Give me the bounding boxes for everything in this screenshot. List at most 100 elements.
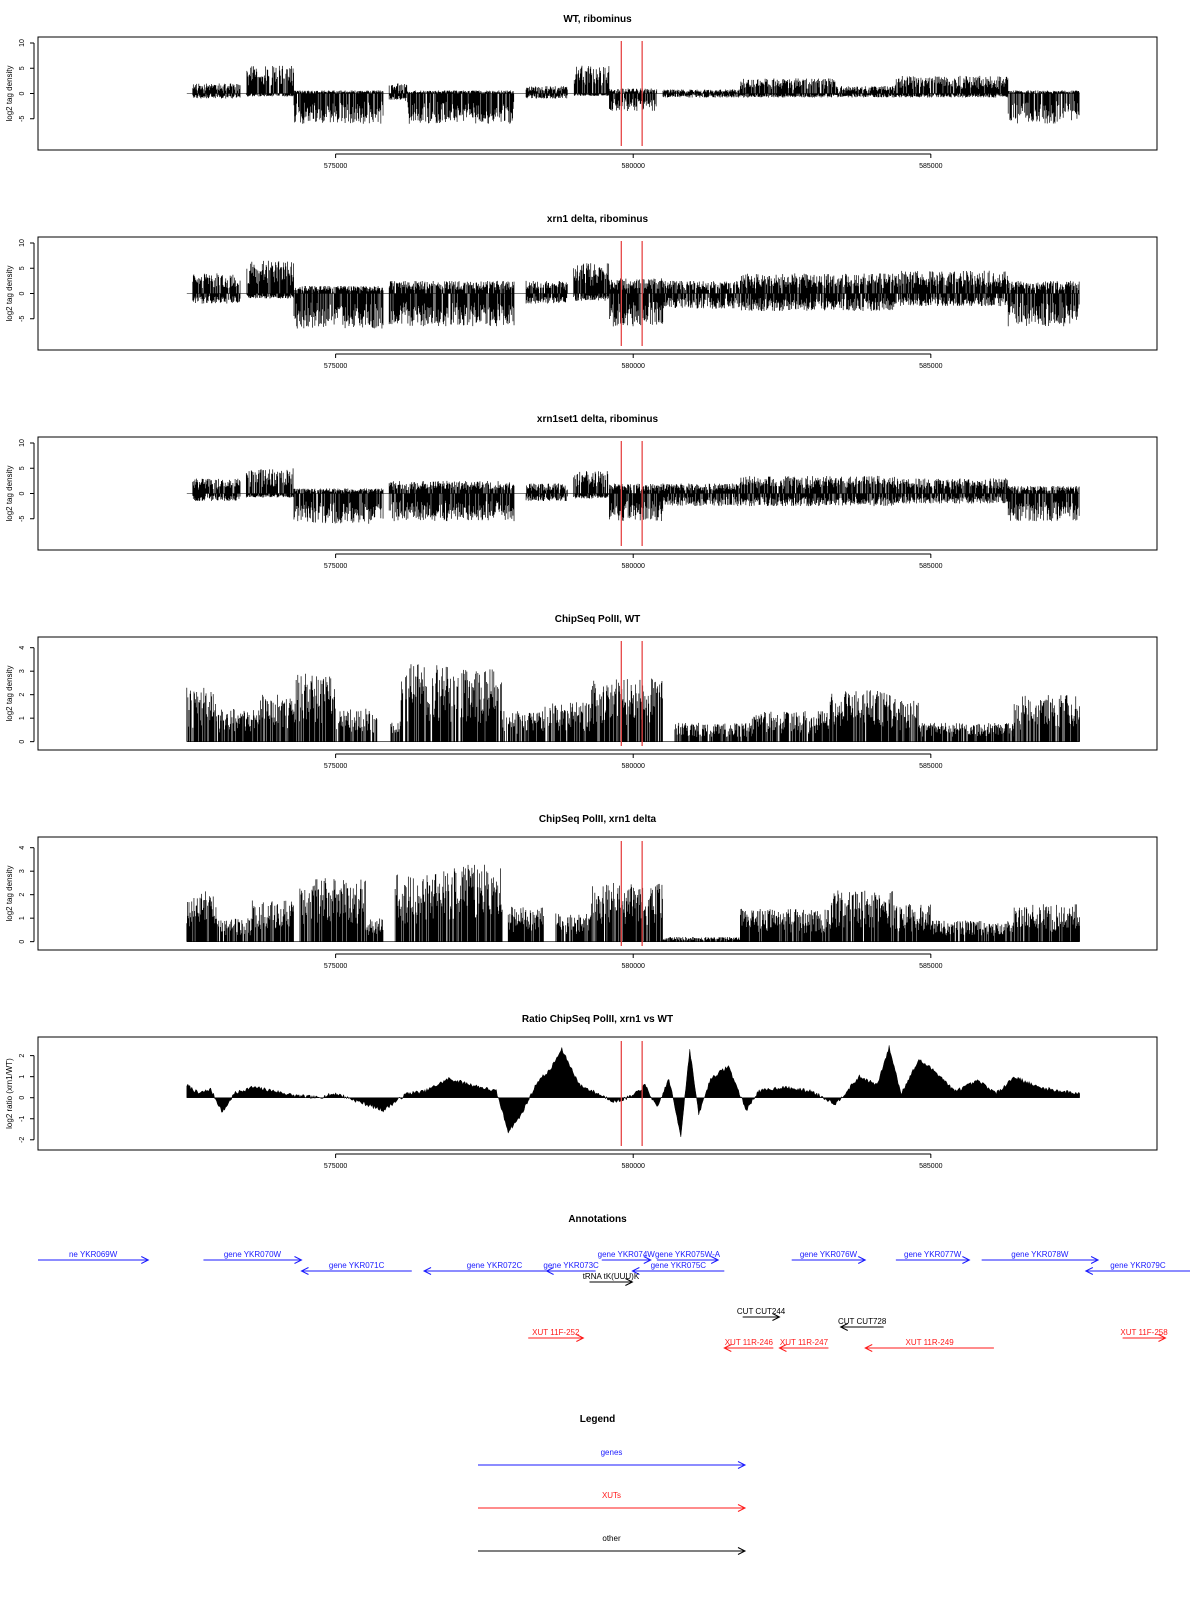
data-bar-segment [894, 700, 920, 742]
annotation-xut: XUT 11R-249 [864, 1338, 994, 1352]
annotation-arrowhead [839, 1323, 848, 1331]
data-bar-segment [216, 918, 253, 942]
legend-arrowhead [737, 1547, 747, 1555]
data-bar-segment [293, 90, 384, 124]
annotation-label: XUT 11F-252 [532, 1328, 580, 1337]
y-tick-label: 2 [19, 693, 26, 697]
data-bar-segment [1007, 90, 1080, 124]
annotation-arrowhead [545, 1267, 554, 1275]
x-tick-label: 585000 [919, 963, 942, 970]
data-bar-segment [609, 88, 658, 112]
plot-frame [37, 36, 1158, 151]
annotation-label: XUT 11F-258 [1120, 1328, 1168, 1337]
panel-4: ChipSeq PolII, WT 0 1 2 3 4 log2 tag density 57… [5, 614, 1158, 770]
data-bar-segment [740, 908, 830, 942]
annotation-arrowhead [141, 1256, 150, 1264]
panel-title: WT, ribominus [563, 14, 632, 25]
annotation-label: gene YKR078W [1011, 1250, 1069, 1259]
x-tick-label: 585000 [919, 363, 942, 370]
annotation-gene: gene YKR078W [981, 1250, 1100, 1264]
y-tick-label: 0 [19, 291, 26, 295]
annotation-arrowhead [710, 1256, 720, 1264]
x-tick-label: 575000 [324, 363, 347, 370]
annotation-label: gene YKR071C [329, 1261, 385, 1270]
plot-frame [37, 236, 1158, 351]
x-tick-label: 575000 [324, 963, 347, 970]
annotation-gene: gene YKR076W [791, 1250, 867, 1264]
data-bar-segment [573, 263, 610, 301]
annotation-label: CUT CUT244 [737, 1307, 786, 1316]
panel-title: Ratio ChipSeq PolII, xrn1 vs WT [522, 1014, 673, 1025]
data-bar-segment [573, 471, 609, 499]
y-tick-label: 10 [19, 239, 26, 247]
annotation-xut: XUT 11R-247 [778, 1338, 829, 1352]
x-tick-label: 580000 [622, 1163, 645, 1170]
annotation-other: tRNA tK(UUU)K [583, 1272, 640, 1286]
panel-3: xrn1set1 delta, ribominus -5 0 5 10 log2 tag … [5, 414, 1158, 570]
annotation-label: gene YKR077W [904, 1250, 962, 1259]
data-bar-segment [918, 722, 1015, 742]
y-tick-label: 0 [19, 940, 26, 944]
plot-frame [37, 1036, 1158, 1151]
panel-2: xrn1 delta, ribominus -5 0 5 10 log2 tag dens… [5, 214, 1158, 370]
y-axis-label: log2 tag density [5, 665, 14, 721]
data-bar-segment [894, 75, 1009, 98]
annotations-track: Annotations [568, 1214, 627, 1225]
annotation-label: tRNA tK(UUU)K [583, 1272, 640, 1281]
annotation-label: XUT 11R-247 [780, 1338, 829, 1347]
panel-1: WT, ribominus -5 0 5 10 log2 tag density 57500… [5, 14, 1158, 170]
panel-title: ChipSeq PolII, xrn1 delta [539, 814, 657, 825]
data-bar-segment [192, 273, 241, 304]
annotation-arrowhead [1090, 1256, 1100, 1264]
data-bar-segment [293, 285, 384, 329]
data-bar-segment [245, 65, 294, 97]
panel-title: ChipSeq PolII, WT [555, 614, 641, 625]
y-tick-label: 2 [19, 893, 26, 897]
data-bar-segment [525, 280, 568, 304]
annotation-gene: gene YKR074W [598, 1250, 655, 1264]
series-data [186, 664, 1080, 742]
annotation-gene: gene YKR077W [895, 1250, 971, 1264]
annotations-title: Annotations [568, 1214, 627, 1225]
x-tick-label: 585000 [919, 763, 942, 770]
y-tick-label: 0 [19, 491, 26, 495]
x-tick-label: 585000 [919, 1163, 942, 1170]
plot-frame [37, 436, 1158, 551]
data-bar-segment [257, 694, 294, 742]
annotation-arrowhead [576, 1334, 585, 1342]
data-bar-segment [390, 721, 402, 742]
annotation-label: gene YKR075W-A [655, 1250, 721, 1259]
y-tick-label: 0 [19, 91, 26, 95]
data-bar-segment [293, 488, 384, 524]
data-bar-segment [246, 260, 294, 299]
data-bar-segment [662, 483, 741, 507]
annotation-label: gene YKR076W [800, 1250, 858, 1259]
data-bar-segment [894, 904, 931, 942]
series-data [186, 864, 1080, 942]
annotation-arrowhead [300, 1267, 309, 1275]
annotation-label: gene YKR075C [651, 1261, 707, 1270]
y-tick-label: 0 [19, 1096, 26, 1100]
legend-label: genes [601, 1448, 623, 1457]
data-bar-segment [525, 483, 568, 502]
annotation-label: ne YKR069W [69, 1250, 118, 1259]
annotation-xut: XUT 11R-246 [723, 1338, 774, 1352]
data-bar-segment [1007, 280, 1080, 327]
annotation-arrowhead [772, 1313, 781, 1321]
annotation-gene: gene YKR073C [543, 1261, 599, 1275]
annotation-arrowhead [1084, 1267, 1094, 1275]
annotation-arrowhead [294, 1256, 303, 1264]
y-tick-label: 1 [19, 916, 26, 920]
data-bar-segment [1013, 904, 1080, 942]
annotation-label: XUT 11R-246 [725, 1338, 774, 1347]
y-tick-label: 3 [19, 869, 26, 873]
series-data [186, 1045, 1080, 1138]
annotation-gene: gene YKR075W-A [655, 1250, 721, 1264]
data-bar-segment [609, 483, 664, 522]
data-bar-segment [186, 687, 217, 742]
y-tick-label: -5 [19, 116, 26, 122]
annotation-arrowhead [778, 1344, 787, 1352]
plot-frame [37, 636, 1158, 751]
data-bar-segment [662, 89, 741, 98]
legend-item-gene: genes [478, 1448, 747, 1469]
